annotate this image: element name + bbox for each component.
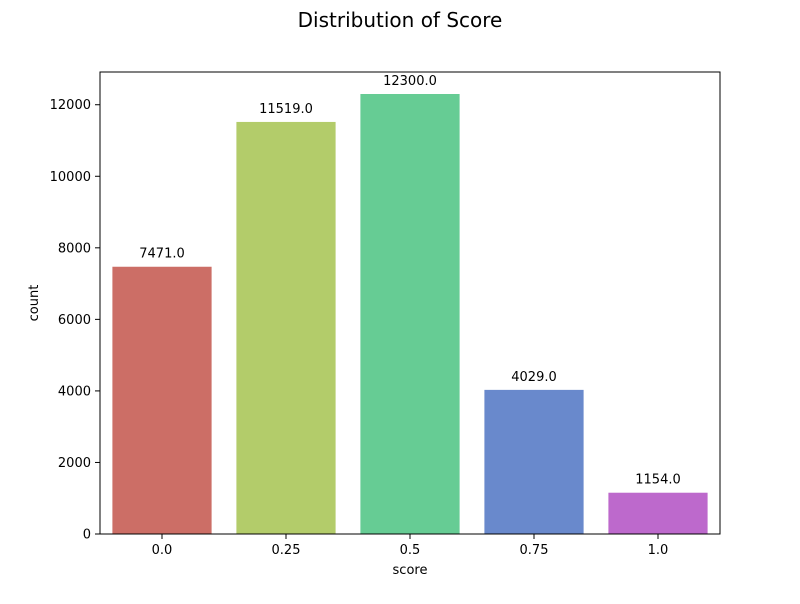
y-tick-label-5: 10000	[50, 170, 91, 185]
x-tick-label-1: 0.25	[272, 543, 301, 558]
y-tick-label-3: 6000	[58, 313, 91, 328]
bar-value-label-0: 7471.0	[139, 247, 185, 262]
x-tick-label-0: 0.0	[152, 543, 173, 558]
bar-labels-group: 7471.0 11519.0 12300.0 4029.0 1154.0	[139, 74, 681, 488]
bar-value-label-4: 1154.0	[635, 473, 681, 488]
x-tick-label-3: 0.75	[520, 543, 549, 558]
bar-4	[608, 492, 708, 534]
y-tick-label-6: 12000	[50, 98, 91, 113]
x-tick-label-4: 1.0	[648, 543, 669, 558]
bar-0	[112, 266, 212, 534]
y-tick-label-1: 2000	[58, 456, 91, 471]
chart-title: Distribution of Score	[297, 8, 503, 32]
bar-1	[236, 121, 336, 535]
x-tick-label-2: 0.5	[400, 543, 421, 558]
bar-value-label-3: 4029.0	[511, 370, 557, 385]
y-tick-label-0: 0	[83, 528, 91, 543]
x-axis-label: score	[393, 563, 428, 578]
bars-group	[112, 94, 708, 535]
bar-value-label-1: 11519.0	[259, 102, 313, 117]
y-tick-label-4: 8000	[58, 241, 91, 256]
bar-value-label-2: 12300.0	[383, 74, 437, 89]
y-axis: 0 2000 4000 6000 8000 10000 12000	[50, 98, 100, 543]
x-axis: 0.0 0.25 0.5 0.75 1.0	[152, 534, 669, 558]
bar-2	[360, 94, 460, 534]
y-axis-label: count	[27, 285, 42, 322]
bar-3	[484, 389, 584, 534]
y-tick-label-2: 4000	[58, 384, 91, 399]
